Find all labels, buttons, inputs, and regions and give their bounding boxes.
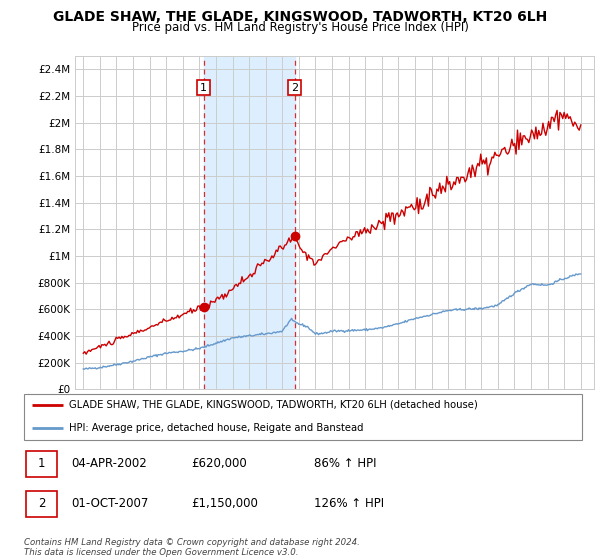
- FancyBboxPatch shape: [26, 491, 57, 517]
- Text: £620,000: £620,000: [191, 458, 247, 470]
- Text: 04-APR-2002: 04-APR-2002: [71, 458, 147, 470]
- FancyBboxPatch shape: [26, 451, 57, 477]
- Text: 2: 2: [291, 83, 298, 92]
- Text: 1: 1: [38, 458, 46, 470]
- Text: 2: 2: [38, 497, 46, 510]
- Text: 126% ↑ HPI: 126% ↑ HPI: [314, 497, 384, 510]
- Text: GLADE SHAW, THE GLADE, KINGSWOOD, TADWORTH, KT20 6LH (detached house): GLADE SHAW, THE GLADE, KINGSWOOD, TADWOR…: [68, 400, 478, 410]
- FancyBboxPatch shape: [24, 394, 582, 440]
- Text: Price paid vs. HM Land Registry's House Price Index (HPI): Price paid vs. HM Land Registry's House …: [131, 21, 469, 34]
- Text: 1: 1: [200, 83, 207, 92]
- Text: 01-OCT-2007: 01-OCT-2007: [71, 497, 149, 510]
- Text: 86% ↑ HPI: 86% ↑ HPI: [314, 458, 377, 470]
- Text: Contains HM Land Registry data © Crown copyright and database right 2024.
This d: Contains HM Land Registry data © Crown c…: [24, 538, 360, 557]
- Text: HPI: Average price, detached house, Reigate and Banstead: HPI: Average price, detached house, Reig…: [68, 423, 363, 433]
- Text: GLADE SHAW, THE GLADE, KINGSWOOD, TADWORTH, KT20 6LH: GLADE SHAW, THE GLADE, KINGSWOOD, TADWOR…: [53, 10, 547, 24]
- Text: £1,150,000: £1,150,000: [191, 497, 258, 510]
- Bar: [203, 56, 295, 389]
